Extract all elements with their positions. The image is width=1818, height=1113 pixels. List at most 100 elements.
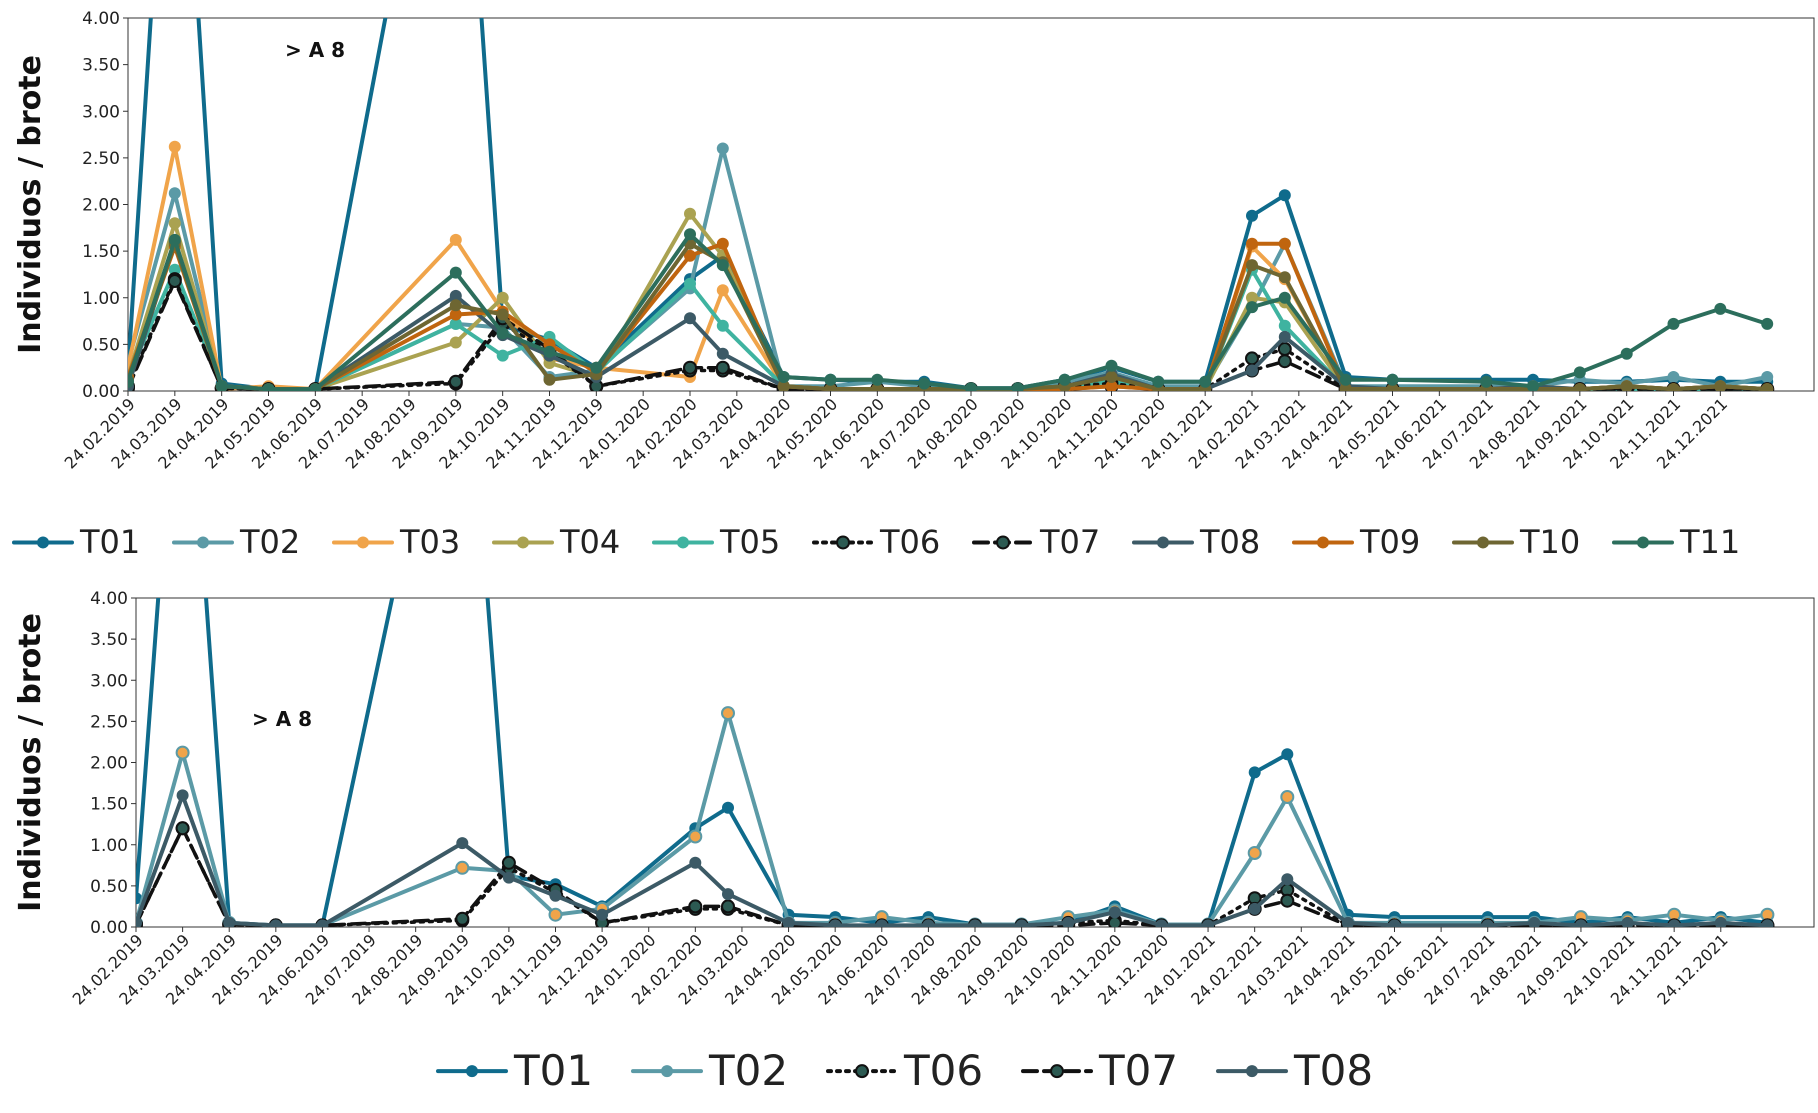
data-point: [215, 380, 228, 391]
y-tick-label: 1.00: [90, 836, 128, 856]
data-point: [875, 919, 888, 927]
data-point: [1248, 766, 1261, 779]
y-tick-label: 4.00: [82, 9, 120, 29]
legend-label: T02: [239, 523, 300, 561]
data-point: [1280, 893, 1295, 908]
data-point: [543, 345, 556, 358]
legend-label: T05: [719, 523, 780, 561]
data-point: [1246, 301, 1258, 314]
data-point: [269, 919, 282, 927]
data-point: [1761, 383, 1774, 391]
data-point: [449, 266, 462, 279]
data-point: [829, 919, 842, 927]
data-point: [548, 907, 563, 922]
data-point: [1105, 359, 1118, 372]
data-point: [683, 360, 697, 375]
legend-item-t03: T03: [332, 523, 460, 561]
data-point: [824, 383, 837, 391]
data-point: [965, 382, 977, 391]
data-point: [1574, 919, 1587, 927]
data-point: [496, 308, 509, 321]
data-point: [1199, 375, 1212, 388]
data-point: [716, 259, 729, 272]
data-point: [1761, 317, 1774, 330]
data-point: [1277, 354, 1292, 369]
legend-swatch-marker: [466, 1065, 478, 1078]
data-point: [1341, 916, 1354, 927]
data-point: [1480, 375, 1493, 388]
data-point: [1339, 373, 1352, 386]
series-group: [136, 598, 1775, 927]
data-point: [782, 916, 795, 927]
data-point: [824, 373, 837, 386]
series-line: [136, 826, 1770, 927]
data-point: [1062, 916, 1075, 927]
series-t06: [136, 821, 1775, 927]
series-t11: [128, 228, 1774, 391]
series-t08: [136, 789, 1774, 927]
data-point: [1202, 919, 1215, 927]
data-point: [136, 916, 142, 927]
data-point: [1528, 916, 1541, 927]
data-point: [716, 347, 729, 360]
data-point: [1527, 380, 1539, 391]
legend-swatch-marker: [661, 1065, 673, 1078]
legend-item-t04: T04: [492, 523, 620, 561]
data-point: [922, 919, 935, 927]
legend-label: T01: [79, 523, 140, 561]
data-point: [449, 233, 462, 246]
legend-item-t02: T02: [172, 523, 300, 561]
series-line: [136, 793, 1770, 927]
data-point: [1247, 846, 1262, 860]
data-point: [448, 374, 463, 389]
data-point: [1667, 317, 1680, 330]
data-point: [449, 299, 462, 312]
data-point: [176, 789, 189, 802]
data-point: [684, 207, 696, 220]
data-point: [684, 228, 696, 241]
data-point: [1246, 209, 1258, 222]
data-point: [455, 860, 470, 875]
legend-label: T08: [1293, 1046, 1373, 1095]
legend-item-t02: T02: [631, 1046, 788, 1095]
data-point: [688, 899, 703, 914]
data-point: [502, 871, 515, 884]
series-line: [128, 241, 1770, 391]
annotation-label: > A 8: [252, 707, 312, 731]
data-point: [449, 317, 462, 330]
y-tick-label: 0.00: [90, 918, 128, 938]
data-point: [309, 383, 322, 391]
data-point: [1620, 347, 1633, 360]
data-point: [1621, 916, 1634, 927]
data-point: [1278, 291, 1291, 304]
series-t04: [128, 207, 1774, 391]
data-point: [262, 383, 275, 391]
data-point: [596, 908, 609, 921]
data-point: [316, 919, 329, 927]
series-t02: [136, 706, 1775, 927]
data-point: [223, 916, 236, 927]
data-point: [449, 336, 462, 349]
series-line: [128, 279, 1769, 391]
legend-swatch-marker: [357, 536, 369, 549]
legend-item-t05: T05: [652, 523, 780, 561]
data-point: [1245, 351, 1259, 366]
data-point: [969, 919, 981, 927]
data-point: [688, 829, 703, 844]
legend-label: T02: [708, 1046, 788, 1095]
data-point: [716, 319, 729, 332]
data-point: [175, 821, 190, 836]
y-tick-label: 1.00: [82, 289, 120, 309]
legend-swatch-marker: [1477, 536, 1489, 549]
data-point: [1246, 291, 1258, 304]
data-point: [1481, 919, 1494, 927]
data-point: [1015, 919, 1028, 927]
data-point: [1278, 271, 1291, 284]
legend-label: T01: [513, 1046, 593, 1095]
data-point: [1246, 237, 1258, 250]
series-line: [128, 239, 1770, 391]
legend-swatch-marker: [1050, 1064, 1064, 1079]
data-point: [716, 142, 729, 155]
